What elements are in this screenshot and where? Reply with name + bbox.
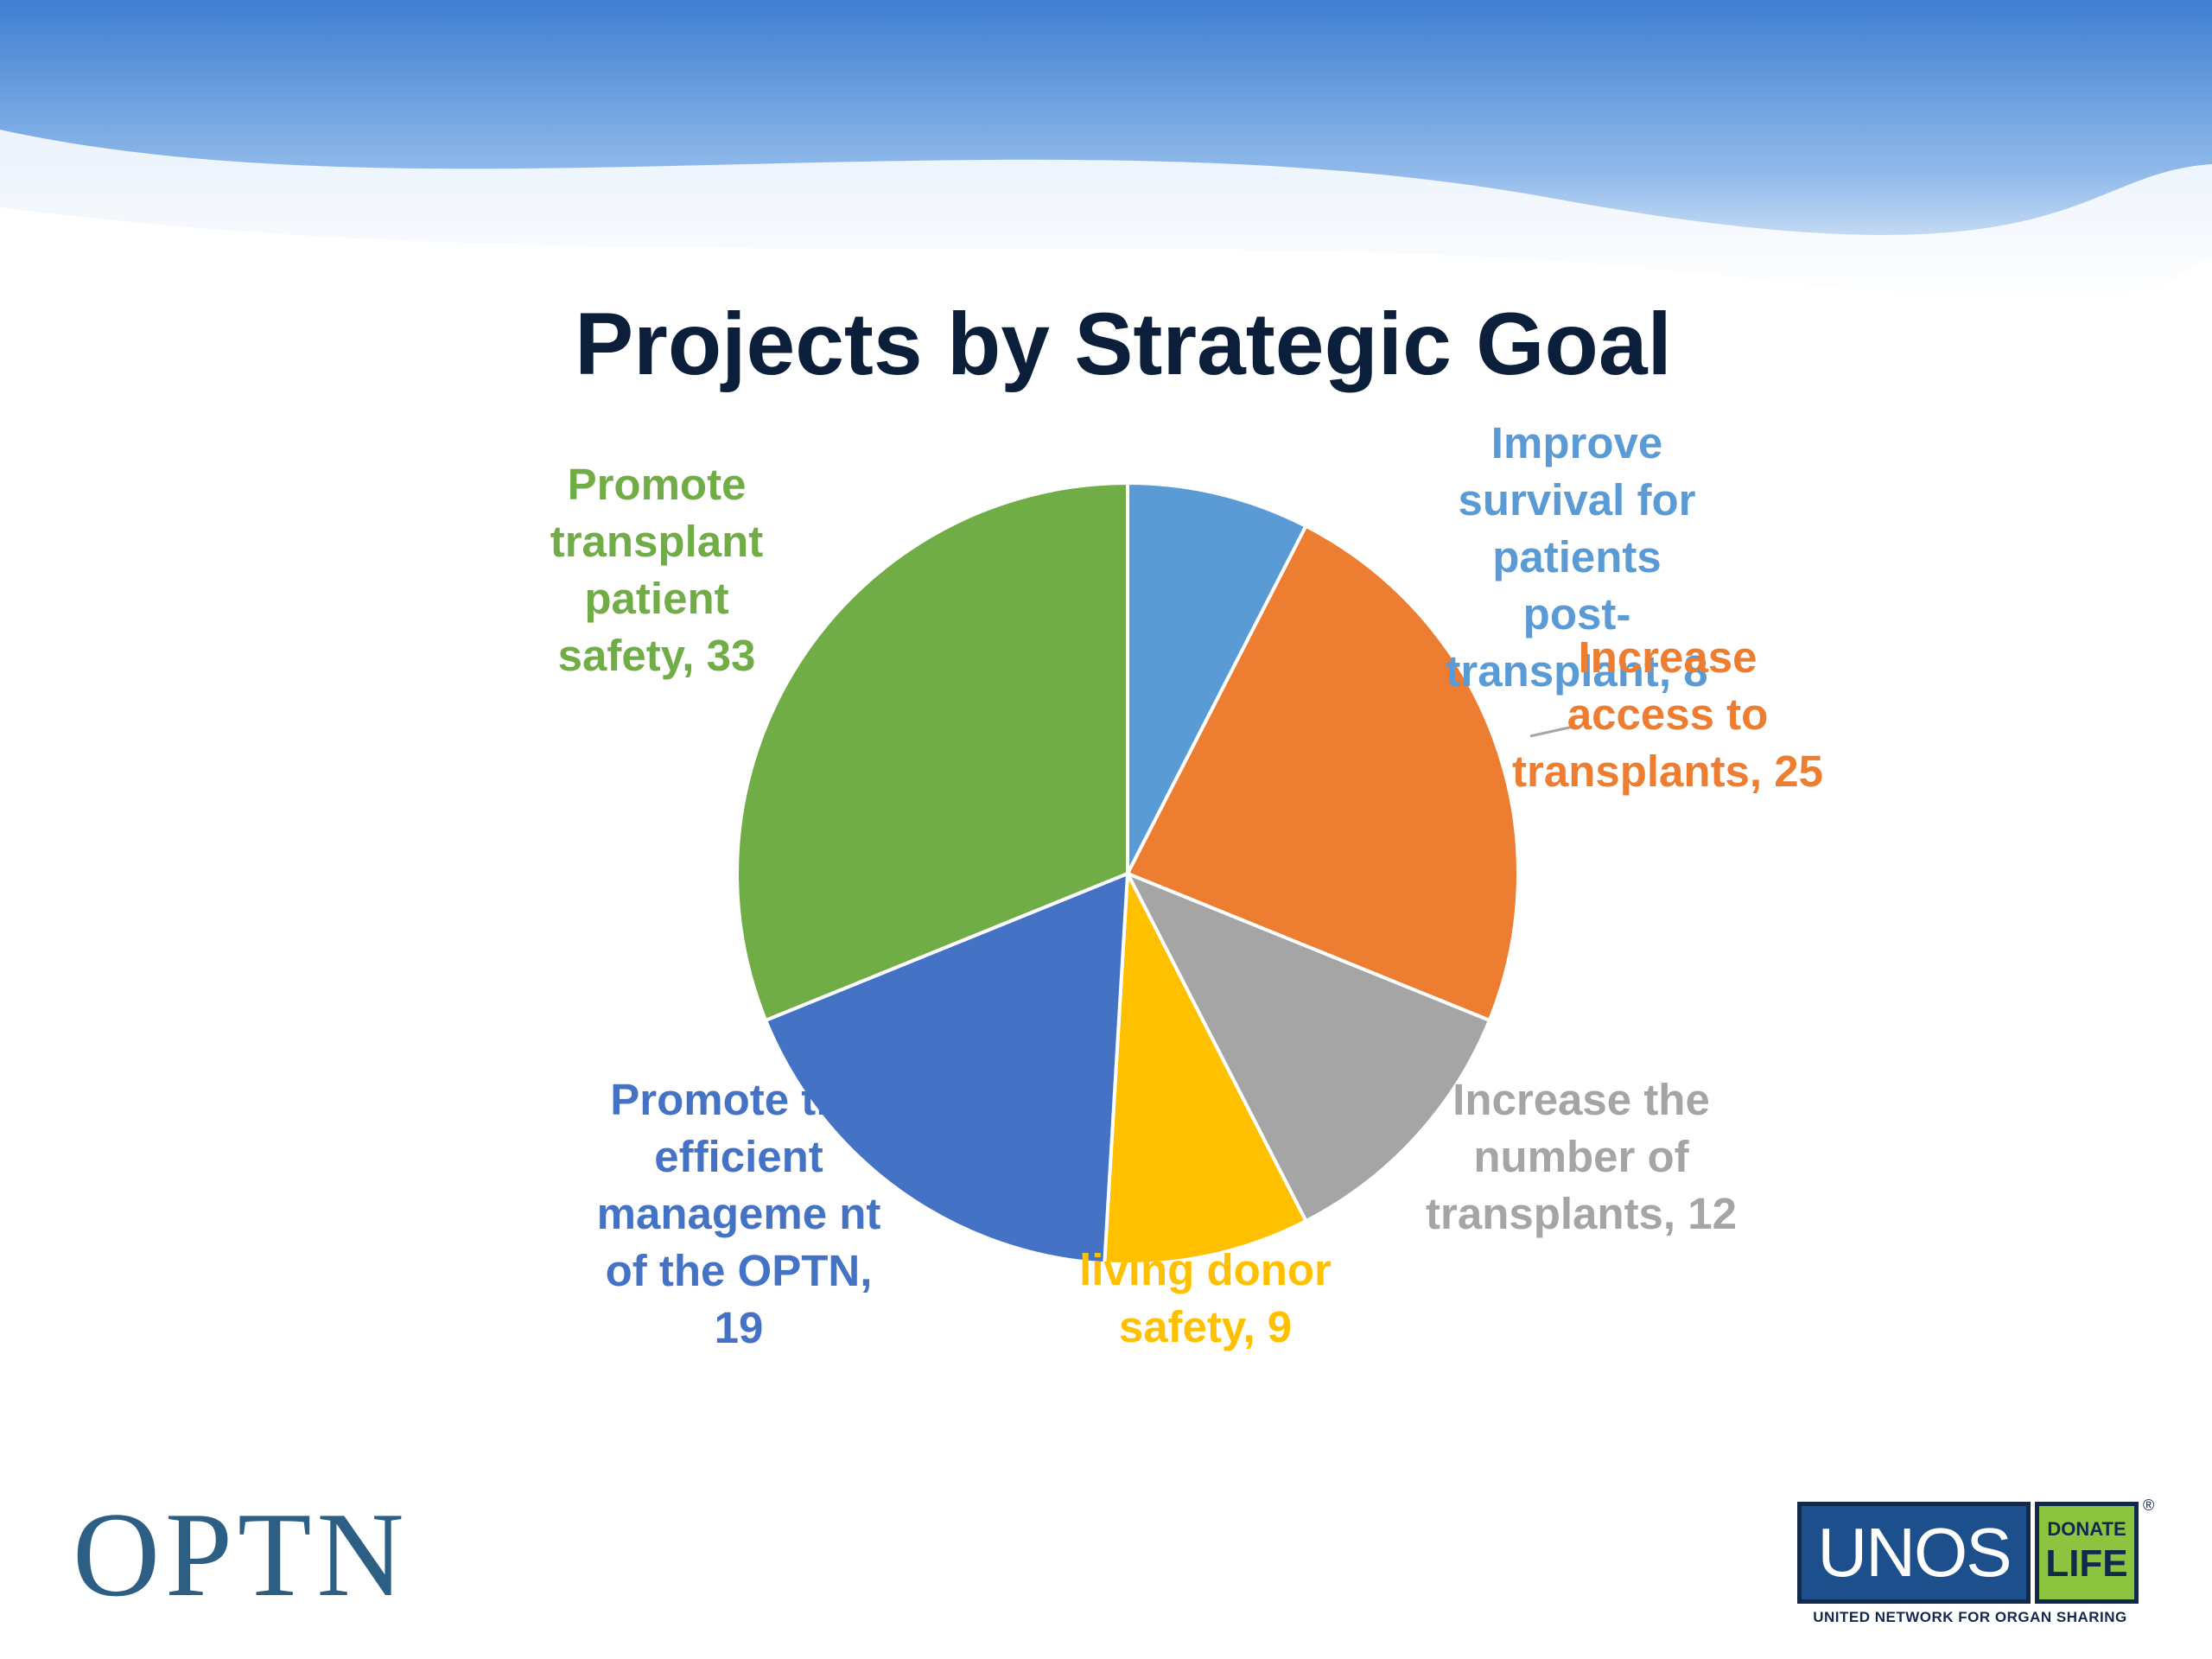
data-label-living-donor: living donor safety, 9 xyxy=(1079,1245,1332,1351)
header-sky-background xyxy=(0,0,2212,311)
pie-slice-increase-number xyxy=(1123,870,1492,1224)
data-label-patient-safety: Promote transplant patient safety, 33 xyxy=(550,460,764,680)
data-label-increase-access: Increase access to transplants, 25 xyxy=(1512,632,1823,796)
data-label-increase-number: Increase the number of transplants, 12 xyxy=(1426,1075,1737,1238)
donate-text: DONATE xyxy=(2047,1518,2126,1540)
leader-line xyxy=(1529,724,1578,738)
pie-slice-improve-survival xyxy=(1126,480,1309,874)
pie-slice-efficient-management xyxy=(763,870,1130,1266)
unos-wordmark: UNOS xyxy=(1797,1502,2031,1604)
donate-life-badge: DONATE LIFE xyxy=(2035,1502,2139,1604)
unos-donate-life-logo: UNOS DONATE LIFE ® UNITED NETWORK FOR OR… xyxy=(1797,1497,2160,1631)
slide-title: Projects by Strategic Goal xyxy=(575,295,1672,393)
registered-mark: ® xyxy=(2143,1497,2155,1514)
pie-slice-living-donor xyxy=(1103,867,1309,1266)
data-label-improve-survival: Improve survival for patients post-trans… xyxy=(1446,418,1708,696)
data-label-efficient-management: Promote the efficient manageme nt of the… xyxy=(596,1075,881,1352)
life-text: LIFE xyxy=(2045,1542,2128,1585)
optn-logo: OPTN xyxy=(73,1488,410,1622)
unos-tagline: UNITED NETWORK FOR ORGAN SHARING xyxy=(1813,1609,2127,1625)
pie-slice-increase-access xyxy=(1125,524,1520,1023)
pie-slice-patient-safety xyxy=(735,480,1129,1023)
